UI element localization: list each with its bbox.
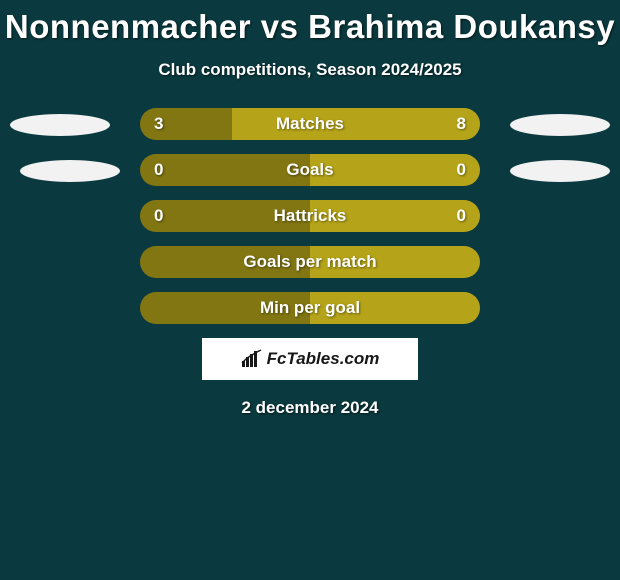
stat-bar-right xyxy=(310,200,480,232)
stat-bar-right xyxy=(310,292,480,324)
bar-chart-icon xyxy=(241,349,263,369)
stat-value-right: 0 xyxy=(457,154,466,186)
stat-bar-left xyxy=(140,154,310,186)
stat-bar: Matches38 xyxy=(140,108,480,140)
page-subtitle: Club competitions, Season 2024/2025 xyxy=(0,60,620,80)
stat-value-left: 3 xyxy=(154,108,163,140)
stat-bar-right xyxy=(232,108,480,140)
stat-bar-right xyxy=(310,154,480,186)
page-title: Nonnenmacher vs Brahima Doukansy xyxy=(0,0,620,46)
stat-bar-left xyxy=(140,292,310,324)
stats-rows: Matches38Goals00Hattricks00Goals per mat… xyxy=(0,108,620,324)
stat-bar: Goals00 xyxy=(140,154,480,186)
stat-bar-left xyxy=(140,246,310,278)
club-badge-left xyxy=(20,160,120,182)
stat-bar: Hattricks00 xyxy=(140,200,480,232)
stat-row: Goals00 xyxy=(0,154,620,186)
stat-row: Hattricks00 xyxy=(0,200,620,232)
stat-row: Goals per match xyxy=(0,246,620,278)
stat-bar-left xyxy=(140,200,310,232)
stat-value-right: 8 xyxy=(457,108,466,140)
club-badge-right xyxy=(510,160,610,182)
stat-row: Min per goal xyxy=(0,292,620,324)
stat-bar: Goals per match xyxy=(140,246,480,278)
stat-bar-right xyxy=(310,246,480,278)
stat-value-left: 0 xyxy=(154,154,163,186)
brand-text: FcTables.com xyxy=(267,349,380,369)
club-badge-left xyxy=(10,114,110,136)
stat-value-right: 0 xyxy=(457,200,466,232)
brand-badge: FcTables.com xyxy=(202,338,418,380)
stat-row: Matches38 xyxy=(0,108,620,140)
stat-value-left: 0 xyxy=(154,200,163,232)
club-badge-right xyxy=(510,114,610,136)
stat-bar: Min per goal xyxy=(140,292,480,324)
footer-date: 2 december 2024 xyxy=(0,398,620,418)
